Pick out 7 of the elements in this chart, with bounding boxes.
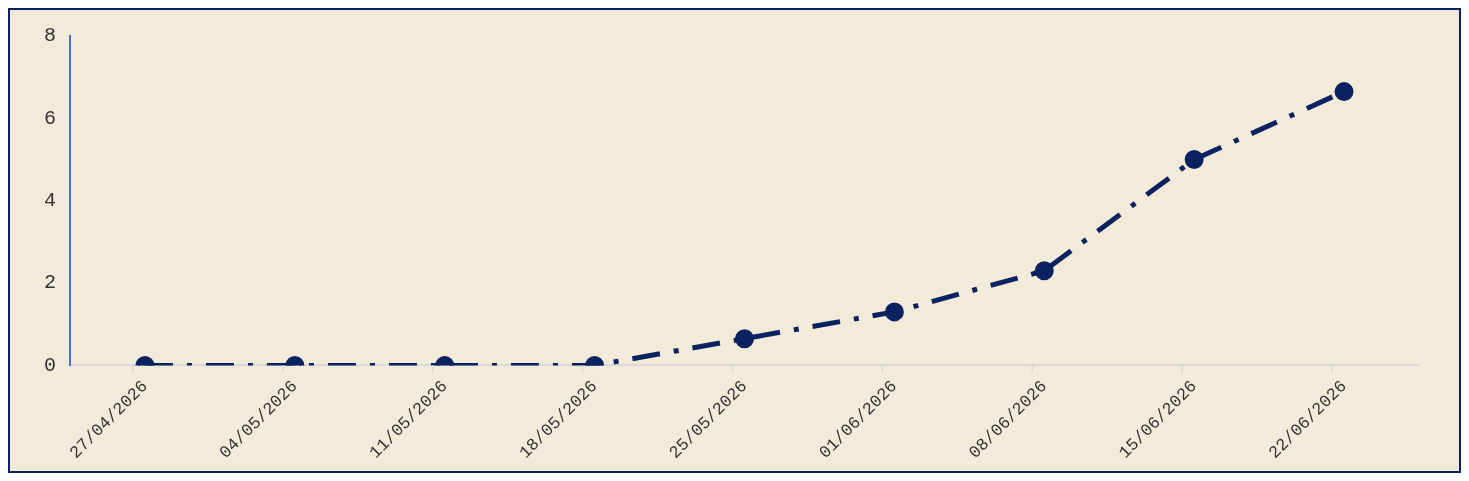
y-tick-label: 0: [43, 353, 56, 377]
y-tick-label: 6: [43, 106, 56, 130]
y-tick-label: 2: [43, 271, 56, 295]
y-tick-label: 4: [43, 189, 56, 213]
point: [1334, 82, 1354, 102]
point: [1184, 150, 1204, 170]
y-tick-label: 8: [43, 24, 56, 48]
